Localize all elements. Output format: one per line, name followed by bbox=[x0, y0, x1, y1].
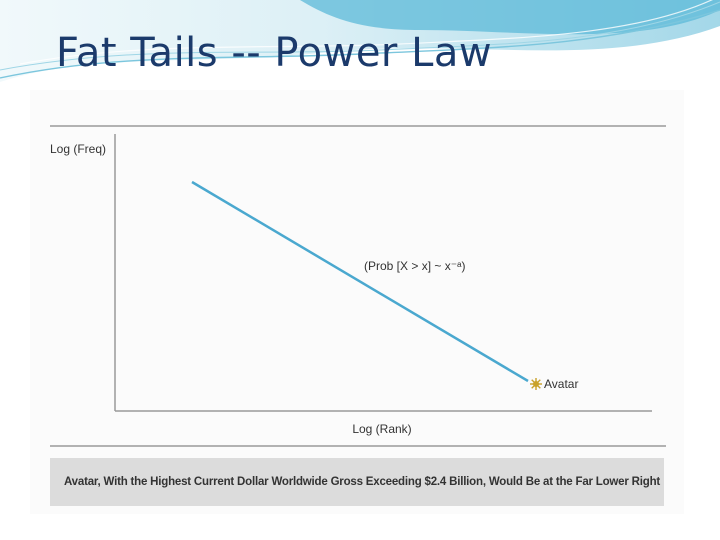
caption-box: Avatar, With the Highest Current Dollar … bbox=[50, 458, 664, 506]
x-axis-label: Log (Rank) bbox=[352, 422, 411, 436]
slide-title: Fat Tails -- Power Law bbox=[56, 30, 493, 76]
chart-panel: Log (Freq) (Prob [X > x] ~ x⁻ᵃ) Avatar L… bbox=[30, 90, 684, 514]
power-law-line bbox=[191, 180, 529, 383]
avatar-marker-icon bbox=[530, 378, 542, 390]
avatar-label: Avatar bbox=[544, 377, 578, 391]
caption-text: Avatar, With the Highest Current Dollar … bbox=[64, 476, 661, 488]
distribution-annotation: (Prob [X > x] ~ x⁻ᵃ) bbox=[364, 259, 466, 273]
power-law-chart: Log (Freq) (Prob [X > x] ~ x⁻ᵃ) Avatar L… bbox=[50, 125, 666, 447]
y-axis-label: Log (Freq) bbox=[50, 142, 106, 156]
